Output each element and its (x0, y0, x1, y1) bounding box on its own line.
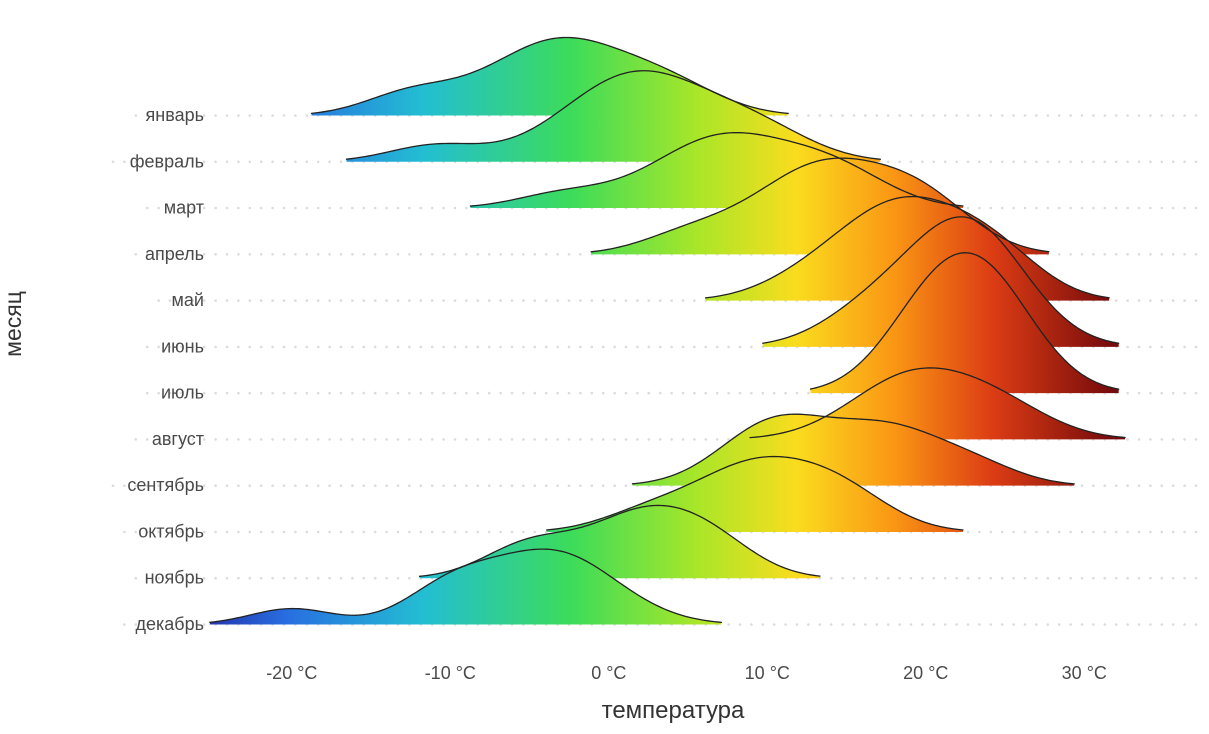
svg-text:30 °C: 30 °C (1062, 663, 1107, 683)
svg-text:октябрь: октябрь (138, 522, 204, 542)
svg-text:-10 °C: -10 °C (425, 663, 476, 683)
svg-text:март: март (164, 198, 204, 218)
svg-text:10 °C: 10 °C (745, 663, 790, 683)
svg-text:май: май (172, 290, 204, 310)
svg-text:январь: январь (146, 105, 204, 125)
svg-text:декабрь: декабрь (136, 614, 205, 634)
svg-text:0 °C: 0 °C (591, 663, 626, 683)
svg-text:месяц: месяц (0, 291, 26, 357)
svg-text:сентябрь: сентябрь (127, 475, 204, 495)
svg-text:июнь: июнь (161, 336, 204, 356)
svg-text:февраль: февраль (130, 151, 204, 171)
svg-text:температура: температура (602, 697, 745, 724)
svg-text:ноябрь: ноябрь (145, 568, 204, 588)
svg-text:-20 °C: -20 °C (266, 663, 317, 683)
svg-text:апрель: апрель (145, 244, 204, 264)
svg-text:20 °C: 20 °C (903, 663, 948, 683)
svg-text:июль: июль (161, 383, 204, 403)
svg-text:август: август (152, 429, 204, 449)
